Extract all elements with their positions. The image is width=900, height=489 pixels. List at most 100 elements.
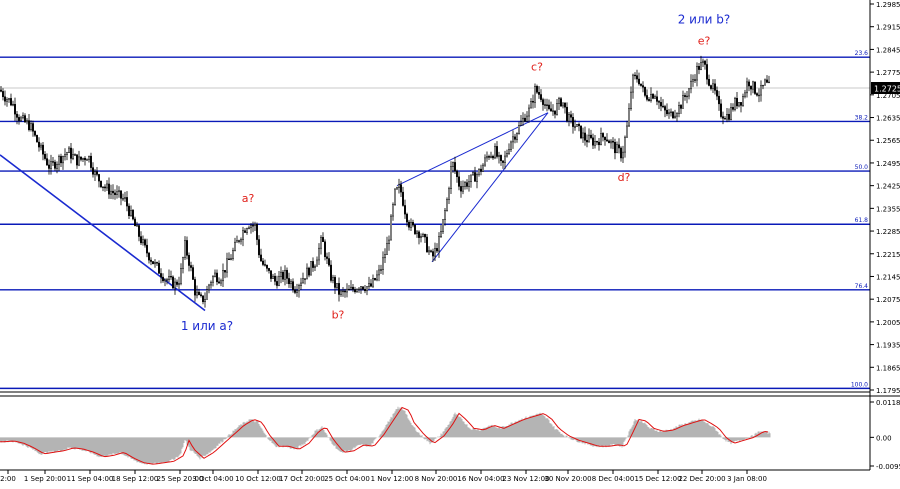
- candle-body: [274, 275, 276, 282]
- candle-body: [192, 267, 194, 280]
- candle-body: [556, 103, 558, 115]
- time-tick-label: 18 Sep 12:00: [112, 475, 159, 483]
- time-tick-label: 23 Nov 12:00: [502, 475, 549, 483]
- wave-label: e?: [698, 35, 711, 48]
- candle-body: [482, 164, 484, 172]
- candle-body: [54, 161, 56, 169]
- candle-body: [598, 141, 600, 146]
- candle-body: [558, 98, 560, 104]
- candle-body: [640, 83, 642, 86]
- candle-body: [60, 156, 62, 164]
- oscillator-signal-line: [0, 406, 769, 465]
- candle-body: [410, 222, 412, 228]
- candle-body: [334, 277, 336, 288]
- time-tick-label: 1 Sep 20:00: [24, 475, 66, 483]
- price-tick-label: 1.2985: [876, 1, 900, 9]
- candle-body: [430, 250, 432, 252]
- current-price-label: 1.2725: [874, 85, 900, 94]
- candle-body: [466, 182, 468, 187]
- channel-line-lower: [431, 112, 549, 263]
- candle-body: [686, 95, 688, 98]
- candle-body: [388, 239, 390, 244]
- candle-body: [710, 85, 712, 89]
- candle-body: [714, 83, 716, 91]
- candle-body: [462, 186, 464, 192]
- candle-body: [80, 156, 82, 160]
- time-tick-label: 3 Jan 08:00: [727, 475, 767, 483]
- candle-body: [266, 264, 268, 269]
- candle-body: [98, 174, 100, 182]
- candle-body: [214, 272, 216, 277]
- candle-body: [616, 144, 618, 154]
- candle-body: [240, 239, 242, 242]
- candle-body: [492, 155, 494, 159]
- time-tick-label: 25 Oct 04:00: [324, 475, 370, 483]
- candle-body: [326, 256, 328, 259]
- candle-body: [596, 141, 598, 143]
- candle-body: [50, 161, 52, 169]
- candle-body: [758, 94, 760, 97]
- candle-body: [678, 105, 680, 114]
- candle-body: [342, 290, 344, 293]
- candle-body: [726, 114, 728, 120]
- candle-body: [14, 104, 16, 115]
- candle-body: [322, 237, 324, 242]
- candle-body: [610, 140, 612, 144]
- candle-body: [760, 85, 762, 96]
- candle-body: [650, 93, 652, 101]
- oscillator-tick-label: 0.01183: [876, 399, 900, 407]
- candle-body: [396, 187, 398, 190]
- candle-body: [568, 114, 570, 122]
- candle-body: [694, 79, 696, 81]
- candle-body: [704, 60, 706, 65]
- candle-body: [608, 140, 610, 144]
- candle-body: [522, 117, 524, 122]
- candle-body: [506, 153, 508, 157]
- candle-body: [168, 276, 170, 280]
- candle-body: [510, 141, 512, 150]
- candle-body: [636, 75, 638, 80]
- candle-body: [680, 105, 682, 109]
- candle-body: [160, 273, 162, 278]
- candle-body: [452, 162, 454, 167]
- candle-body: [38, 141, 40, 148]
- wave-label: d?: [618, 171, 631, 184]
- price-tick-label: 1.2425: [876, 183, 900, 191]
- candle-body: [618, 144, 620, 149]
- candle-body: [162, 276, 164, 282]
- candle-body: [398, 184, 400, 189]
- price-panel[interactable]: 23.6 38.2 50.0 61.8 76.4 100.0 1 или a? a? b? c?…: [0, 12, 870, 390]
- candle-body: [746, 81, 748, 94]
- candle-body: [118, 190, 120, 193]
- candle-body: [308, 267, 310, 276]
- candle-body: [208, 284, 210, 291]
- candle-body: [508, 149, 510, 154]
- candle-body: [394, 188, 396, 205]
- oscillator-panel[interactable]: [0, 406, 771, 465]
- candle-body: [206, 289, 208, 300]
- time-tick-label: 30 Nov 20:00: [544, 475, 591, 483]
- candle-body: [516, 133, 518, 140]
- candle-body: [304, 278, 306, 280]
- candle-body: [260, 254, 262, 262]
- candle-body: [338, 283, 340, 295]
- candle-body: [272, 275, 274, 279]
- fib-level-label: 61.8: [855, 217, 869, 224]
- candle-body: [764, 79, 766, 86]
- candle-body: [288, 278, 290, 285]
- candle-body: [682, 95, 684, 109]
- candle-body: [120, 190, 122, 199]
- candle-body: [412, 222, 414, 226]
- candle-body: [70, 147, 72, 159]
- candle-body: [574, 126, 576, 128]
- candle-body: [76, 154, 78, 166]
- candle-body: [142, 239, 144, 244]
- candle-body: [524, 117, 526, 122]
- time-tick-label: 16 Nov 04:00: [457, 475, 504, 483]
- candle-body: [588, 134, 590, 143]
- candle-body: [560, 98, 562, 107]
- candle-body: [738, 102, 740, 107]
- candle-body: [754, 81, 756, 94]
- candle-body: [94, 171, 96, 175]
